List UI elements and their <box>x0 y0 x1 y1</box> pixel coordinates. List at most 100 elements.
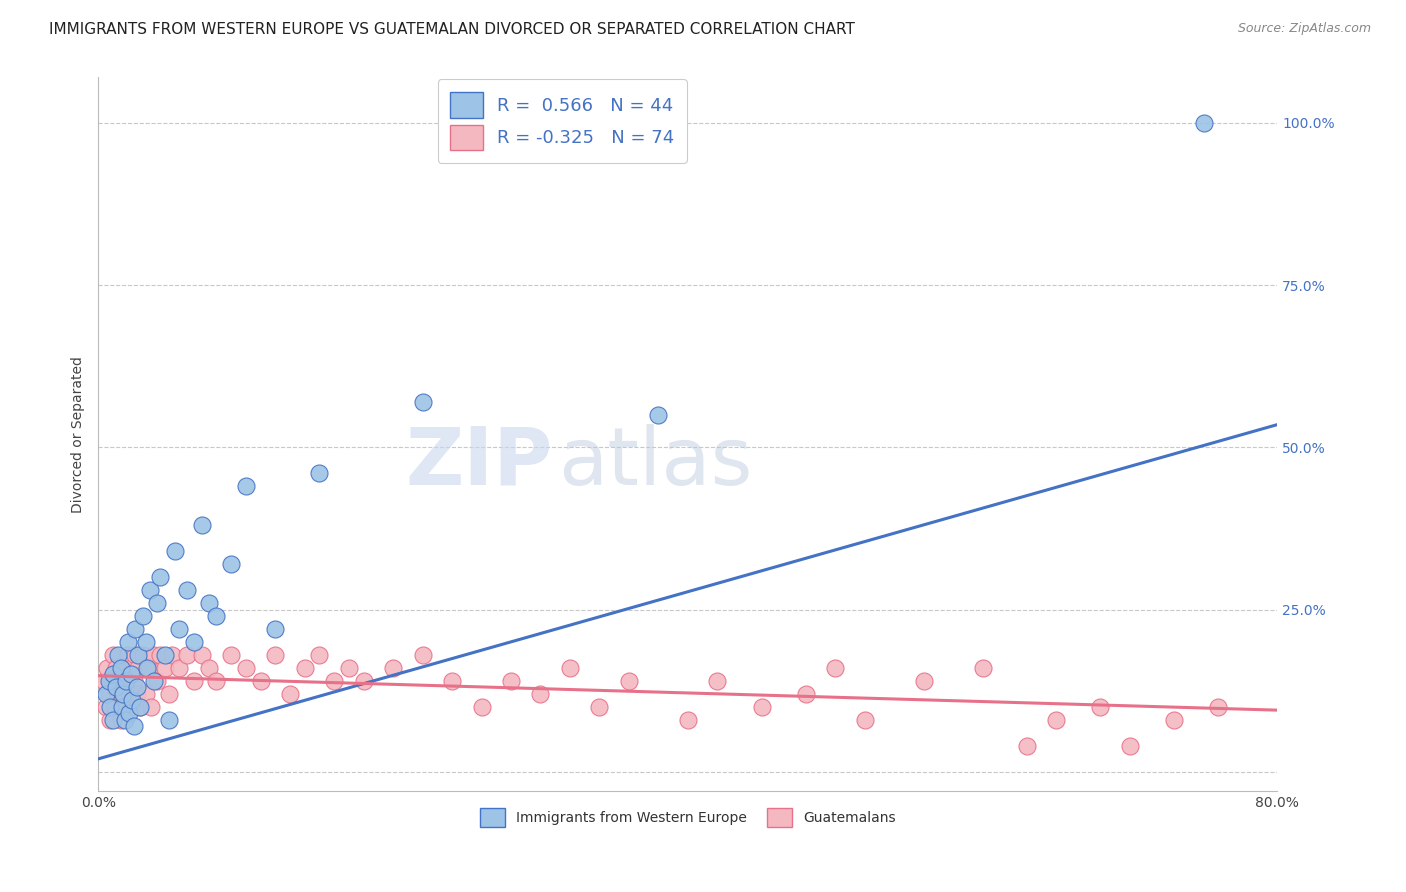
Point <box>706 673 728 688</box>
Point <box>157 687 180 701</box>
Point <box>128 699 150 714</box>
Point <box>117 635 139 649</box>
Point <box>125 681 148 695</box>
Point <box>308 648 330 662</box>
Point <box>100 673 122 688</box>
Point <box>118 687 141 701</box>
Point <box>219 557 242 571</box>
Point <box>412 395 434 409</box>
Point <box>107 687 129 701</box>
Point <box>94 699 117 714</box>
Point <box>1119 739 1142 753</box>
Text: atlas: atlas <box>558 424 752 502</box>
Point <box>139 583 162 598</box>
Point <box>115 673 138 688</box>
Point <box>94 687 117 701</box>
Point <box>588 699 610 714</box>
Point <box>190 648 212 662</box>
Point <box>122 673 145 688</box>
Point <box>136 661 159 675</box>
Point <box>278 687 301 701</box>
Point <box>124 622 146 636</box>
Point <box>110 713 132 727</box>
Point <box>127 661 149 675</box>
Point <box>912 673 935 688</box>
Point <box>135 687 157 701</box>
Point <box>647 408 669 422</box>
Point <box>122 719 145 733</box>
Point <box>165 544 187 558</box>
Point <box>198 596 221 610</box>
Point <box>1090 699 1112 714</box>
Point <box>121 693 143 707</box>
Point <box>108 673 131 688</box>
Point <box>1208 699 1230 714</box>
Point <box>97 673 120 688</box>
Point <box>138 661 160 675</box>
Point <box>143 648 166 662</box>
Text: ZIP: ZIP <box>405 424 553 502</box>
Point <box>127 648 149 662</box>
Point <box>1015 739 1038 753</box>
Point <box>101 667 124 681</box>
Point <box>219 648 242 662</box>
Point <box>617 673 640 688</box>
Text: IMMIGRANTS FROM WESTERN EUROPE VS GUATEMALAN DIVORCED OR SEPARATED CORRELATION C: IMMIGRANTS FROM WESTERN EUROPE VS GUATEM… <box>49 22 855 37</box>
Point <box>323 673 346 688</box>
Point <box>110 661 132 675</box>
Point <box>114 713 136 727</box>
Point <box>115 673 138 688</box>
Point <box>1163 713 1185 727</box>
Point <box>169 622 191 636</box>
Point <box>111 699 134 714</box>
Point <box>107 648 129 662</box>
Point <box>98 713 121 727</box>
Point <box>104 699 127 714</box>
Point <box>112 661 135 675</box>
Point <box>751 699 773 714</box>
Point <box>308 467 330 481</box>
Point <box>131 648 153 662</box>
Point <box>120 661 142 675</box>
Point <box>96 661 118 675</box>
Point <box>105 681 128 695</box>
Point <box>146 673 169 688</box>
Text: Source: ZipAtlas.com: Source: ZipAtlas.com <box>1237 22 1371 36</box>
Point <box>1192 116 1215 130</box>
Point <box>249 673 271 688</box>
Point <box>143 673 166 688</box>
Point <box>853 713 876 727</box>
Point <box>111 687 134 701</box>
Point <box>471 699 494 714</box>
Point <box>118 706 141 721</box>
Point <box>153 661 176 675</box>
Point <box>101 648 124 662</box>
Point <box>294 661 316 675</box>
Point <box>676 713 699 727</box>
Y-axis label: Divorced or Separated: Divorced or Separated <box>72 356 86 513</box>
Point <box>131 609 153 624</box>
Point <box>264 648 287 662</box>
Point <box>97 687 120 701</box>
Point <box>153 648 176 662</box>
Point <box>235 479 257 493</box>
Point <box>105 661 128 675</box>
Point <box>176 583 198 598</box>
Point <box>169 661 191 675</box>
Point <box>120 667 142 681</box>
Point <box>146 596 169 610</box>
Point <box>149 570 172 584</box>
Point <box>1045 713 1067 727</box>
Point <box>382 661 405 675</box>
Point <box>141 699 163 714</box>
Point <box>183 673 205 688</box>
Point <box>149 648 172 662</box>
Point <box>157 713 180 727</box>
Point <box>176 648 198 662</box>
Point <box>160 648 183 662</box>
Point <box>235 661 257 675</box>
Point <box>353 673 375 688</box>
Point <box>112 687 135 701</box>
Point <box>114 699 136 714</box>
Point <box>125 687 148 701</box>
